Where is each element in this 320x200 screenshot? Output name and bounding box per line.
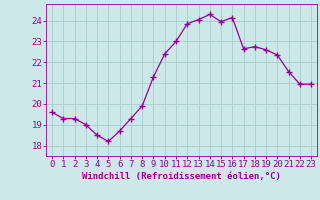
X-axis label: Windchill (Refroidissement éolien,°C): Windchill (Refroidissement éolien,°C) [82,172,281,181]
